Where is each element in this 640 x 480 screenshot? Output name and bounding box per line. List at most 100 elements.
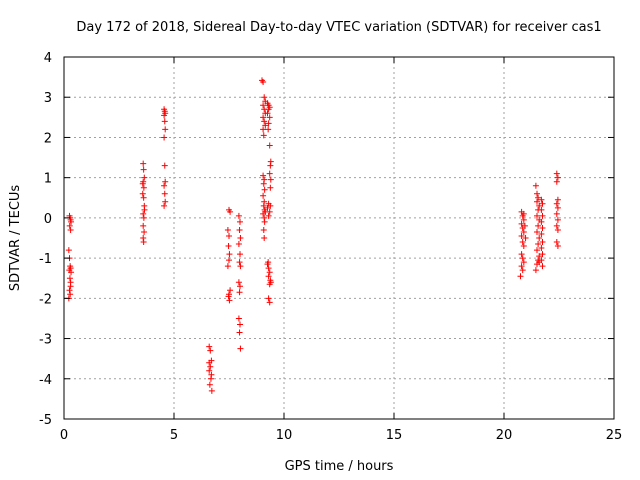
- y-tick-label: -1: [39, 252, 52, 267]
- data-point: [237, 345, 244, 352]
- x-tick-label: 0: [60, 428, 68, 443]
- y-tick-label: -5: [39, 413, 52, 428]
- y-tick-label: 2: [44, 131, 52, 146]
- x-axis-label: GPS time / hours: [285, 459, 394, 474]
- data-point: [266, 281, 273, 288]
- data-point: [265, 295, 272, 302]
- data-point: [140, 166, 147, 173]
- data-point: [161, 112, 168, 119]
- data-point: [162, 126, 169, 133]
- data-point: [539, 251, 546, 258]
- data-point: [140, 194, 147, 201]
- data-point: [534, 212, 540, 219]
- data-point: [236, 329, 243, 336]
- data-point: [260, 102, 267, 109]
- axis-ticks: 0 5 10 15 20 25 -5 -4 -3 -2 -1 0 1 2 3 4: [39, 51, 622, 443]
- data-point: [141, 174, 148, 181]
- data-point: [517, 273, 524, 280]
- data-point: [224, 263, 231, 270]
- data-point: [236, 226, 243, 233]
- data-point: [518, 263, 525, 270]
- data-point: [534, 198, 540, 205]
- data-point: [140, 239, 147, 246]
- data-point: [162, 198, 169, 205]
- data-point: [265, 265, 272, 272]
- chart-title: Day 172 of 2018, Sidereal Day-to-day VTE…: [76, 20, 601, 35]
- data-point: [267, 202, 274, 209]
- x-tick-label: 5: [170, 428, 178, 443]
- data-point: [554, 243, 561, 250]
- data-point: [260, 126, 267, 133]
- data-point: [264, 110, 271, 117]
- data-point: [538, 230, 545, 237]
- data-point: [522, 235, 529, 241]
- data-point: [535, 194, 542, 201]
- data-point: [539, 239, 546, 246]
- data-point: [260, 180, 267, 187]
- data-point: [261, 94, 268, 101]
- data-point: [553, 178, 560, 185]
- y-tick-label: -3: [39, 333, 52, 348]
- data-point: [140, 222, 147, 229]
- data-point: [538, 245, 545, 252]
- data-point: [518, 232, 525, 239]
- data-point: [224, 226, 231, 233]
- data-point: [161, 118, 168, 125]
- data-point: [532, 267, 539, 274]
- data-point: [139, 180, 146, 187]
- data-point: [140, 214, 147, 221]
- data-point: [534, 190, 540, 197]
- data-point: [520, 228, 527, 235]
- data-point: [266, 142, 273, 149]
- data-point: [226, 291, 232, 298]
- data-point: [554, 174, 561, 181]
- data-point: [161, 190, 168, 197]
- y-tick-label: 0: [44, 212, 52, 227]
- data-point: [226, 232, 232, 239]
- data-point: [236, 289, 243, 296]
- data-point: [267, 184, 274, 191]
- data-point: [536, 235, 543, 241]
- data-point: [67, 291, 74, 298]
- data-point: [520, 210, 527, 217]
- data-point: [518, 220, 525, 227]
- data-point: [536, 253, 543, 260]
- data-point: [519, 239, 526, 246]
- data-point: [237, 251, 243, 258]
- y-tick-label: -2: [39, 292, 52, 307]
- x-tick-label: 15: [386, 428, 403, 443]
- data-point: [554, 204, 561, 211]
- data-point: [235, 279, 242, 286]
- data-point: [226, 297, 233, 304]
- data-point: [237, 218, 243, 225]
- data-point: [162, 178, 169, 185]
- data-point: [539, 212, 546, 219]
- data-point: [266, 170, 273, 177]
- data-point: [161, 162, 168, 169]
- data-point: [554, 226, 561, 233]
- data-point: [538, 218, 545, 225]
- y-tick-label: 3: [44, 91, 52, 106]
- data-point: [553, 170, 560, 177]
- data-point: [520, 216, 527, 223]
- data-point: [266, 299, 273, 306]
- data-point: [207, 347, 214, 354]
- data-point: [261, 186, 268, 193]
- data-point: [66, 222, 73, 229]
- data-point: [538, 257, 545, 264]
- data-point: [553, 210, 560, 217]
- data-point: [235, 315, 242, 322]
- data-points: [65, 77, 561, 394]
- data-point: [534, 228, 540, 235]
- data-point: [267, 176, 274, 183]
- data-point: [538, 196, 545, 203]
- data-point: [539, 200, 546, 207]
- data-point: [141, 228, 148, 235]
- y-tick-label: -4: [39, 373, 52, 388]
- data-point: [66, 287, 73, 294]
- data-point: [519, 255, 526, 262]
- data-point: [261, 235, 268, 241]
- data-point: [518, 251, 525, 258]
- data-point: [265, 126, 272, 133]
- data-point: [226, 251, 233, 258]
